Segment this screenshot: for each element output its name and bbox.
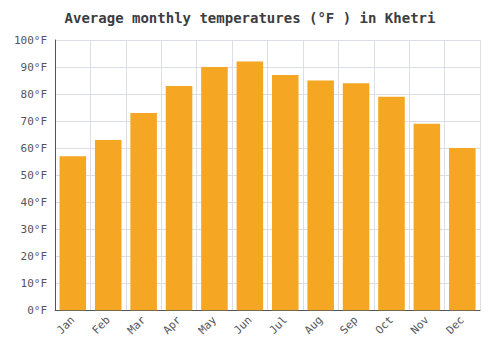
svg-text:Jul: Jul bbox=[267, 314, 290, 337]
svg-text:Mar: Mar bbox=[125, 313, 148, 336]
svg-text:90°F: 90°F bbox=[21, 61, 48, 74]
svg-text:100°F: 100°F bbox=[14, 34, 47, 47]
svg-text:Oct: Oct bbox=[373, 314, 396, 337]
svg-text:40°F: 40°F bbox=[21, 196, 48, 209]
svg-text:Sep: Sep bbox=[337, 314, 360, 337]
svg-text:Jun: Jun bbox=[231, 314, 254, 337]
svg-text:30°F: 30°F bbox=[21, 223, 48, 236]
svg-text:Average monthly temperatures (: Average monthly temperatures (°F ) in Kh… bbox=[65, 10, 436, 26]
svg-text:60°F: 60°F bbox=[21, 142, 48, 155]
svg-text:Nov: Nov bbox=[408, 313, 431, 336]
svg-text:Apr: Apr bbox=[160, 313, 183, 336]
svg-text:70°F: 70°F bbox=[21, 115, 48, 128]
svg-text:Aug: Aug bbox=[302, 314, 325, 337]
svg-text:50°F: 50°F bbox=[21, 169, 48, 182]
svg-text:Feb: Feb bbox=[90, 314, 113, 337]
svg-text:80°F: 80°F bbox=[21, 88, 48, 101]
svg-text:10°F: 10°F bbox=[21, 277, 48, 290]
svg-text:Jan: Jan bbox=[54, 314, 77, 337]
svg-text:May: May bbox=[196, 313, 219, 336]
svg-text:Dec: Dec bbox=[444, 314, 467, 337]
svg-text:20°F: 20°F bbox=[21, 250, 48, 263]
svg-text:0°F: 0°F bbox=[27, 304, 47, 317]
